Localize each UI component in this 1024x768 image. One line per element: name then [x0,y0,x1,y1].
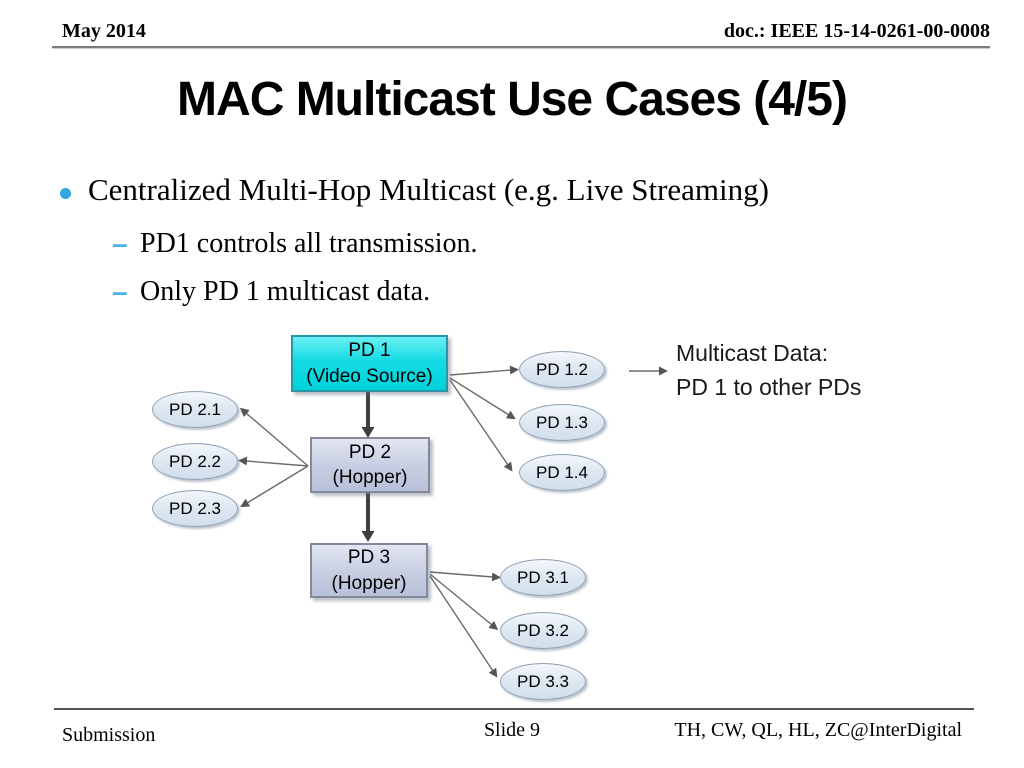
bullet-dot-icon [60,188,71,199]
node-pd1-4: PD 1.4 [519,454,605,491]
footer-submission: Submission [62,724,156,746]
node-pd3-2: PD 3.2 [500,612,586,649]
footer-authors: TH, CW, QL, HL, ZC@InterDigital [674,719,962,741]
arrow-pd2-to-pd2-3 [240,465,309,508]
node-pd1-line1: PD 1 [348,340,391,362]
sub-bullet-2: Only PD 1 multicast data. [140,276,431,307]
header-date: May 2014 [62,20,146,42]
page-title: MAC Multicast Use Cases (4/5) [177,73,848,126]
arrow-pd2-to-pd2-2 [238,456,309,467]
arrow-pd3-to-pd3-1 [429,571,501,582]
arrow-pd1-to-pd1-2 [449,365,519,376]
arrow-pd2-to-pd2-1 [239,407,309,467]
node-pd3: PD 3 (Hopper) [310,543,428,598]
arrow-pd1-to-pd1-3 [449,377,516,420]
header-doc-number: doc.: IEEE 15-14-0261-00-0008 [723,20,990,42]
sub-bullet-1: PD1 controls all transmission. [140,228,478,259]
node-pd2-line1: PD 2 [348,441,392,463]
footer-slide-number: Slide 9 [483,719,541,741]
annotation-line1: Multicast Data: [676,340,829,366]
node-pd2-2: PD 2.2 [152,443,238,480]
arrow-pd1-to-pd1-4 [449,379,513,472]
node-pd1-2: PD 1.2 [519,351,605,388]
node-pd2-1: PD 2.1 [152,391,238,428]
node-pd2: PD 2 (Hopper) [310,437,430,493]
dash-icon: – [112,228,128,259]
annotation-multicast-data: Multicast Data: PD 1 to other PDs [676,336,861,404]
annotation-line2: PD 1 to other PDs [676,374,862,400]
node-pd1-3: PD 1.3 [519,404,605,441]
arrow-pd3-to-pd3-2 [429,573,499,631]
node-pd2-line2: (Hopper) [332,467,408,488]
bullet-main: Centralized Multi-Hop Multicast (e.g. Li… [88,172,769,207]
node-pd3-3: PD 3.3 [500,663,586,700]
node-pd3-1: PD 3.1 [500,559,586,596]
node-pd1: PD 1 (Video Source) [291,335,448,392]
node-pd3-line1: PD 3 [347,547,391,569]
arrow-pd3-to-pd3-3 [429,575,498,678]
node-pd2-3: PD 2.3 [152,490,238,527]
footer-divider [54,708,974,710]
header-divider [52,46,990,49]
node-pd1-line2: (Video Source) [306,365,433,387]
dash-icon: – [112,276,128,307]
node-pd3-line2: (Hopper) [331,572,407,594]
